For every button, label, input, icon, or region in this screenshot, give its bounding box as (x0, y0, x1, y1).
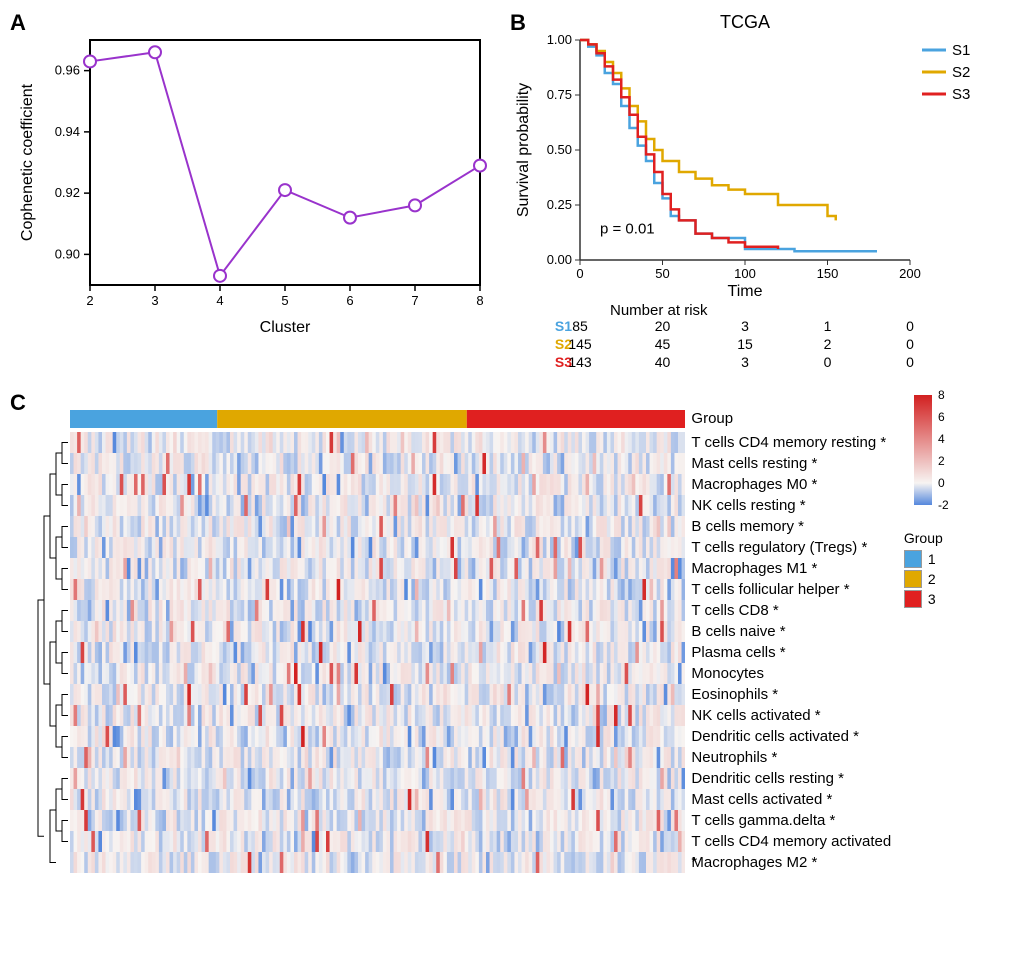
svg-text:p = 0.01: p = 0.01 (600, 221, 655, 238)
svg-text:0: 0 (938, 476, 945, 490)
heatmap-row-label: Mast cells resting * (691, 453, 893, 474)
svg-text:145: 145 (568, 336, 592, 352)
figure-grid: A 23456780.900.920.940.96ClusterCophenet… (10, 10, 1010, 883)
heatmap-row-label: T cells follicular helper * (691, 579, 893, 600)
heatmap-row-label: Dendritic cells resting * (691, 768, 893, 789)
svg-text:15: 15 (737, 336, 753, 352)
svg-text:0.96: 0.96 (55, 63, 80, 78)
heatmap-row-label: NK cells activated * (691, 705, 893, 726)
km-survival-chart: TCGA0501001502000.000.250.500.751.00Time… (510, 10, 1010, 380)
heatmap-row-label: T cells gamma.delta * (691, 810, 893, 831)
svg-text:0: 0 (906, 354, 914, 370)
svg-text:0: 0 (906, 336, 914, 352)
svg-text:2: 2 (938, 454, 945, 468)
legend-label: 2 (928, 571, 936, 587)
legend-swatch (904, 570, 922, 588)
heatmap-row-label: Monocytes (691, 663, 893, 684)
svg-text:0.92: 0.92 (55, 185, 80, 200)
panel-c: C GroupT cells CD4 memory resting *Mast … (10, 390, 1010, 883)
svg-text:45: 45 (655, 336, 671, 352)
heatmap-row-labels: GroupT cells CD4 memory resting *Mast ce… (691, 390, 893, 873)
svg-text:1: 1 (824, 318, 832, 334)
svg-text:100: 100 (734, 266, 756, 281)
svg-text:20: 20 (655, 318, 671, 334)
svg-text:3: 3 (741, 318, 749, 334)
group-legend-item: 3 (904, 590, 1010, 608)
svg-text:S1: S1 (952, 42, 970, 59)
panel-c-label: C (10, 390, 26, 416)
svg-text:3: 3 (151, 293, 158, 308)
heatmap-row-label: Plasma cells * (691, 642, 893, 663)
heatmap-row-label: NK cells resting * (691, 495, 893, 516)
heatmap-colorbar: -2 0 2 4 6 8 (904, 390, 984, 520)
heatmap-row-label: T cells CD4 memory activated * (691, 831, 893, 852)
heatmap-row-label: Macrophages M1 * (691, 558, 893, 579)
svg-text:0.90: 0.90 (55, 246, 80, 261)
svg-text:2: 2 (86, 293, 93, 308)
heatmap-side-panel: GroupT cells CD4 memory resting *Mast ce… (685, 390, 893, 873)
svg-text:200: 200 (899, 266, 921, 281)
heatmap-row-label: Macrophages M0 * (691, 474, 893, 495)
cophenetic-line-chart: 2 3 4 5 6 7 8 0.90 0.92 0.94 0.96 Cluster Cophenetic… (10, 10, 500, 340)
svg-text:2: 2 (824, 336, 832, 352)
panel-a-label: A (10, 10, 26, 36)
heatmap-row-label: Dendritic cells activated * (691, 726, 893, 747)
svg-text:0.94: 0.94 (55, 124, 80, 139)
svg-text:3: 3 (741, 354, 749, 370)
svg-text:S3: S3 (952, 86, 970, 103)
legend-swatch (904, 590, 922, 608)
svg-text:4: 4 (938, 432, 945, 446)
legend-swatch (904, 550, 922, 568)
heatmap-row-label: T cells CD8 * (691, 600, 893, 621)
svg-text:85: 85 (572, 318, 588, 334)
svg-text:0.25: 0.25 (547, 197, 572, 212)
heatmap (10, 390, 685, 883)
group-legend-item: 1 (904, 550, 1010, 568)
group-legend-title: Group (904, 530, 1010, 546)
svg-text:S1: S1 (555, 318, 572, 334)
svg-text:6: 6 (346, 293, 353, 308)
svg-text:Cophenetic coefficient: Cophenetic coefficient (19, 83, 36, 241)
group-legend: Group 1 2 3 (904, 530, 1010, 608)
svg-text:7: 7 (411, 293, 418, 308)
heatmap-row-label: Eosinophils * (691, 684, 893, 705)
svg-text:0: 0 (824, 354, 832, 370)
heatmap-legends: -2 0 2 4 6 8 Group 1 2 3 (894, 390, 1010, 610)
svg-text:0.00: 0.00 (547, 252, 572, 267)
svg-text:0: 0 (576, 266, 583, 281)
heatmap-row-label: T cells regulatory (Tregs) * (691, 537, 893, 558)
svg-text:8: 8 (476, 293, 483, 308)
heatmap-row-label: Neutrophils * (691, 747, 893, 768)
panel-b-label: B (510, 10, 526, 36)
svg-text:143: 143 (568, 354, 592, 370)
group-legend-item: 2 (904, 570, 1010, 588)
svg-text:-2: -2 (938, 498, 949, 512)
svg-text:40: 40 (655, 354, 671, 370)
svg-text:5: 5 (281, 293, 288, 308)
panel-a: A 2 3 4 5 6 7 8 0.90 0.92 0.94 0.96 Cluster Cophenet… (10, 10, 500, 380)
svg-text:0.50: 0.50 (547, 142, 572, 157)
svg-text:TCGA: TCGA (720, 12, 770, 32)
legend-label: 1 (928, 551, 936, 567)
heatmap-row-label: B cells memory * (691, 516, 893, 537)
legend-label: 3 (928, 591, 936, 607)
heatmap-row-label: B cells naive * (691, 621, 893, 642)
heatmap-row-label: Mast cells activated * (691, 789, 893, 810)
svg-text:6: 6 (938, 410, 945, 424)
svg-text:Survival probability: Survival probability (515, 83, 532, 217)
svg-text:4: 4 (216, 293, 223, 308)
svg-text:0: 0 (906, 318, 914, 334)
svg-text:Cluster: Cluster (260, 319, 311, 336)
svg-text:150: 150 (817, 266, 839, 281)
svg-text:Number at risk: Number at risk (610, 302, 708, 319)
svg-text:S2: S2 (952, 64, 970, 81)
panel-b: B TCGA0501001502000.000.250.500.751.00Ti… (510, 10, 1010, 380)
svg-text:0.75: 0.75 (547, 87, 572, 102)
svg-text:50: 50 (655, 266, 669, 281)
svg-text:8: 8 (938, 390, 945, 402)
svg-text:Time: Time (728, 283, 763, 300)
heatmap-row-label: T cells CD4 memory resting * (691, 432, 893, 453)
heatmap-row-label: Macrophages M2 * (691, 852, 893, 873)
svg-text:1.00: 1.00 (547, 32, 572, 47)
